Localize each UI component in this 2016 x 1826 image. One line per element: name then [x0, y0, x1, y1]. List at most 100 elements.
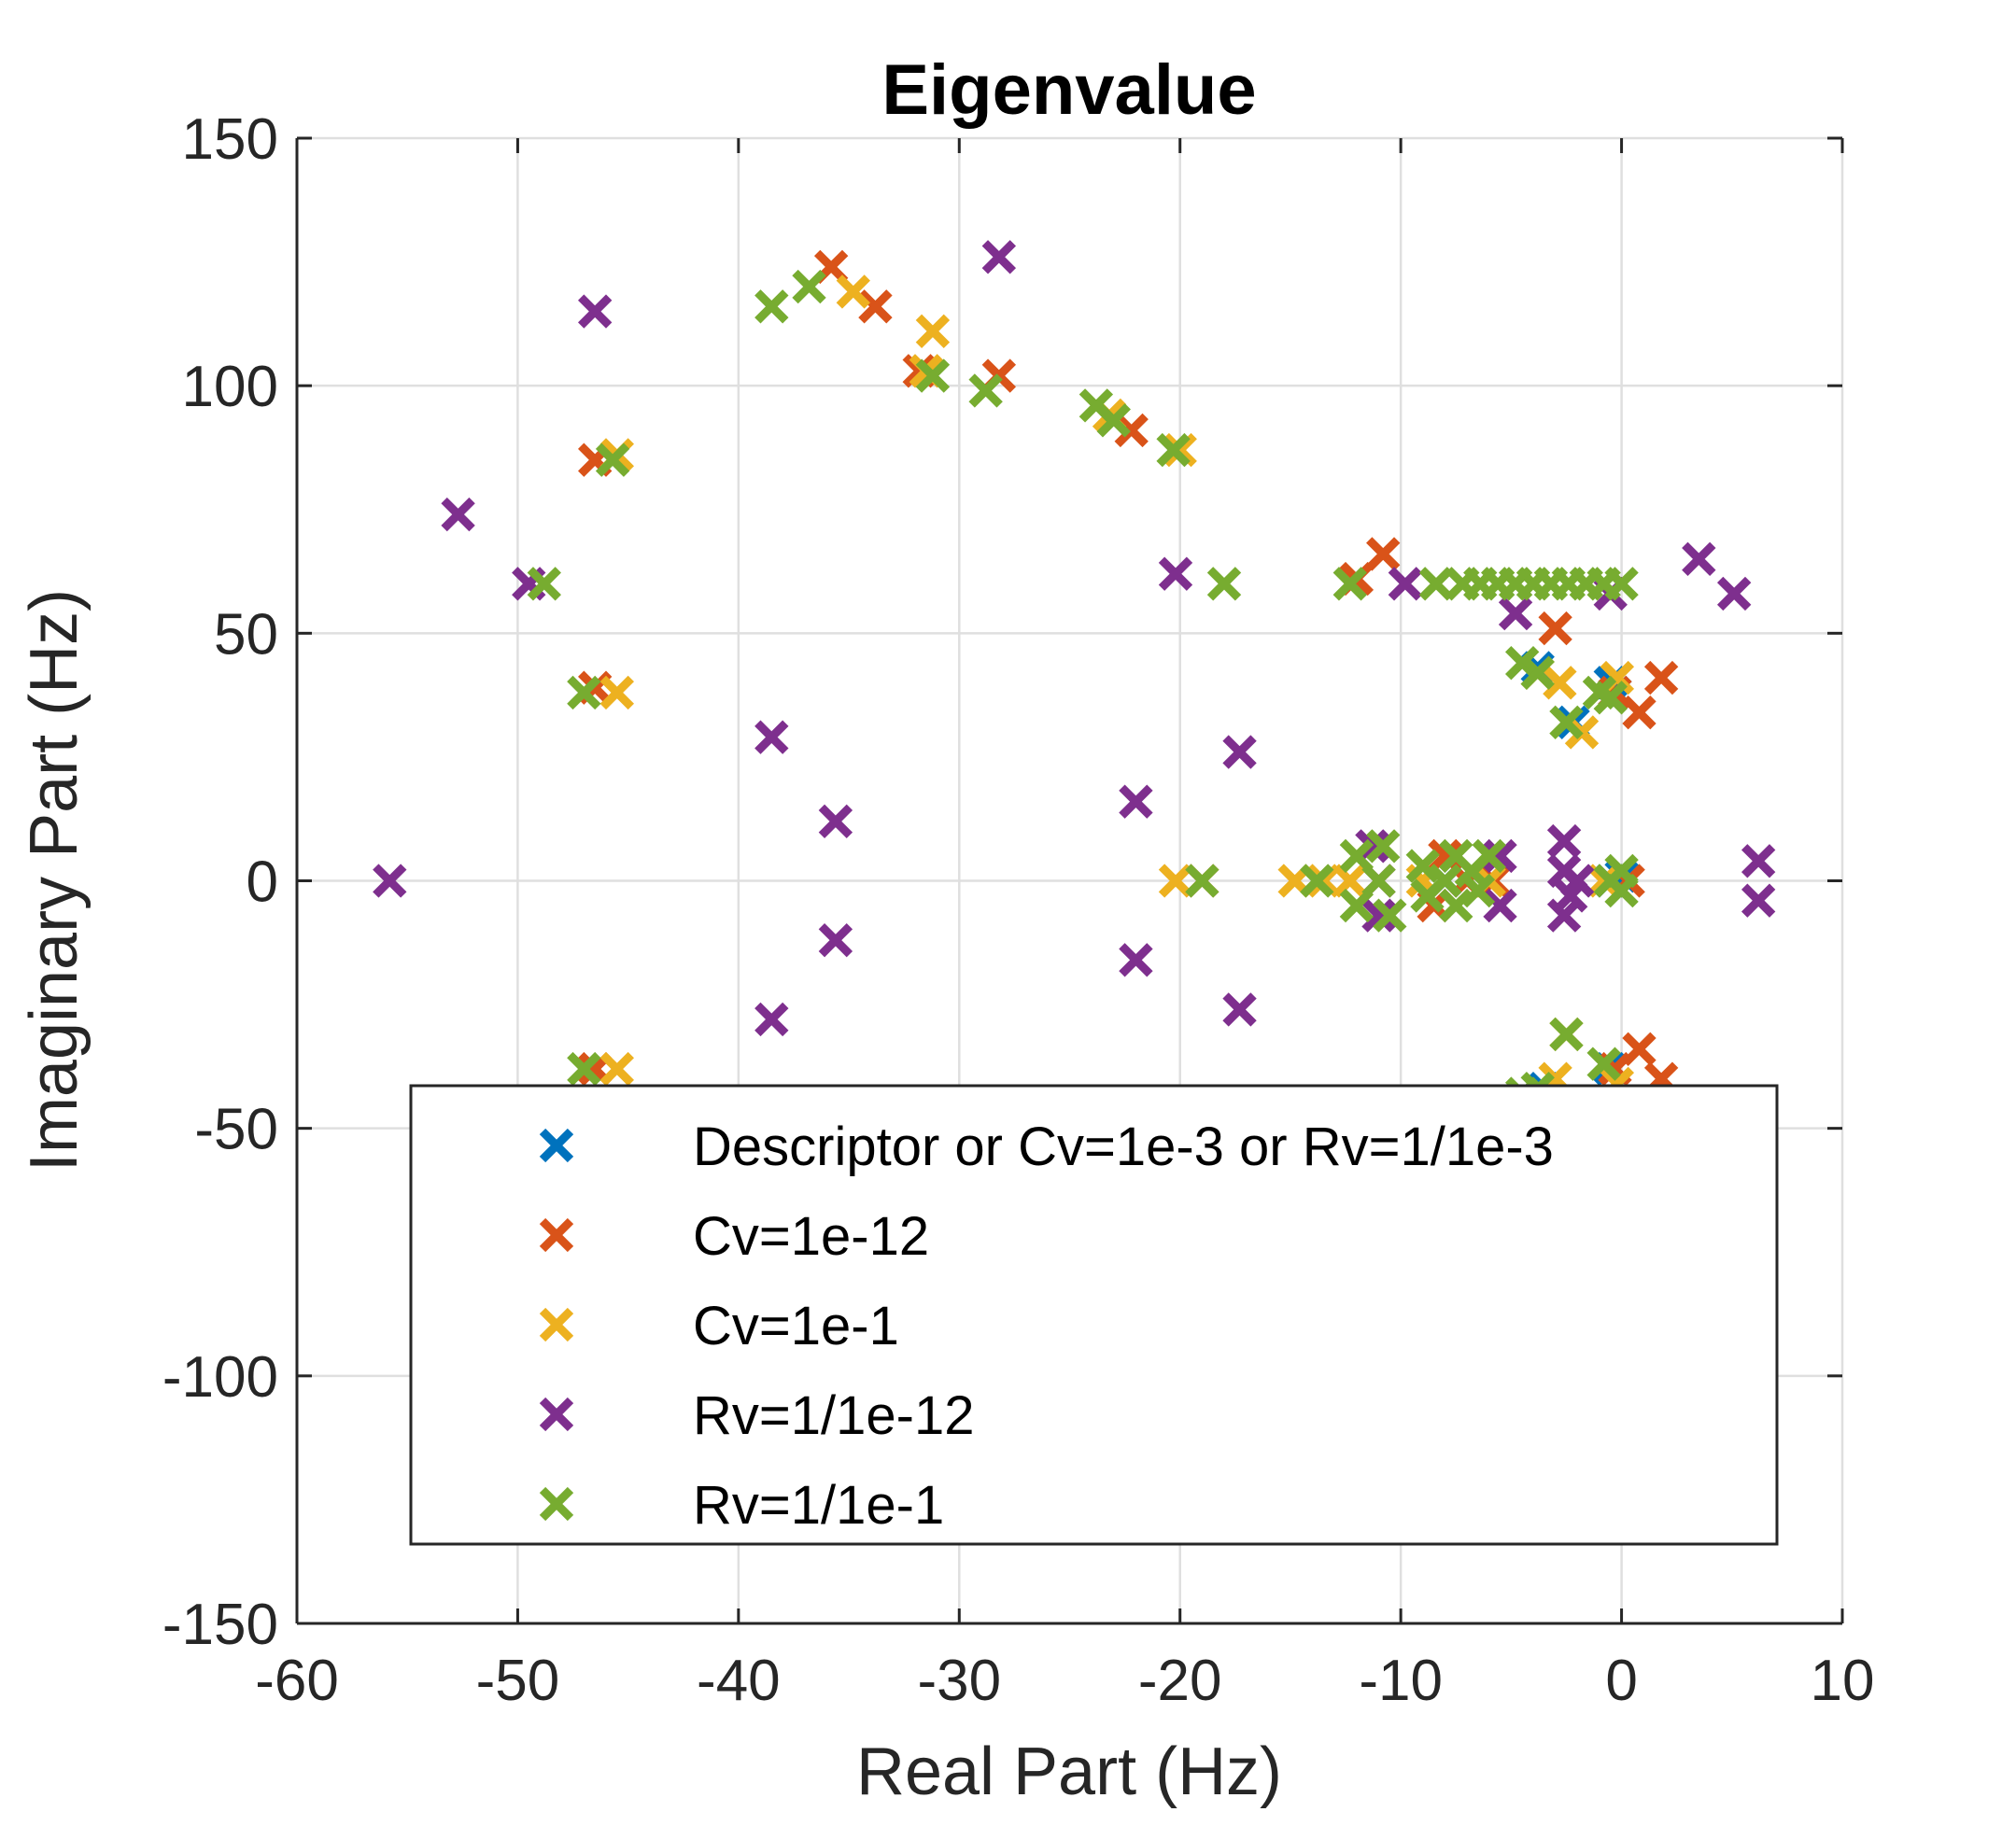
- legend-marker: [539, 1307, 574, 1342]
- data-point: [1185, 864, 1219, 898]
- data-point: [1682, 541, 1716, 576]
- data-point: [1472, 838, 1506, 874]
- data-point: [915, 314, 951, 349]
- data-point: [1428, 864, 1462, 898]
- data-point: [1418, 567, 1454, 601]
- data-point: [981, 240, 1017, 274]
- data-point: [836, 274, 870, 309]
- data-point: [1300, 864, 1334, 898]
- legend: Descriptor or Cv=1e-3 or Rv=1/1e-3 Cv=1e-…: [409, 1084, 1779, 1546]
- legend-marker: [539, 1486, 574, 1522]
- data-point: [1460, 873, 1496, 908]
- data-point: [1373, 898, 1407, 933]
- data-point: [1119, 943, 1153, 977]
- data-point: [1222, 992, 1257, 1027]
- data-point: [1405, 849, 1440, 883]
- y-tick-label: 0: [247, 850, 278, 915]
- y-tick-label: 100: [182, 355, 278, 419]
- data-point: [1586, 1046, 1621, 1081]
- data-point: [1549, 705, 1584, 739]
- x-tick-label: -30: [917, 1649, 1001, 1713]
- data-point: [792, 269, 826, 304]
- y-tick-label: -100: [162, 1345, 278, 1410]
- data-point: [1158, 864, 1193, 898]
- data-point: [1546, 823, 1582, 859]
- data-point: [1339, 888, 1375, 923]
- data-point: [818, 804, 853, 839]
- data-point: [1158, 556, 1193, 591]
- data-point: [1332, 567, 1367, 601]
- data-point: [1366, 829, 1401, 864]
- data-point: [1428, 838, 1462, 874]
- y-tick-label: 150: [182, 107, 278, 172]
- data-point: [1096, 403, 1131, 438]
- y-tick-label: -150: [162, 1593, 278, 1657]
- legend-marker: [539, 1128, 574, 1163]
- data-point: [527, 567, 561, 601]
- data-point: [1543, 666, 1577, 700]
- data-point: [1306, 864, 1341, 898]
- data-point: [1361, 898, 1396, 933]
- data-point: [441, 497, 475, 532]
- legend-label: Descriptor or Cv=1e-3 or Rv=1/1e-3: [693, 1117, 1554, 1177]
- x-tick-label: -10: [1359, 1649, 1443, 1713]
- data-point: [1222, 735, 1257, 769]
- x-tick-label: 10: [1811, 1649, 1875, 1713]
- data-point: [1593, 681, 1628, 715]
- data-point: [1560, 864, 1595, 898]
- chart-title: Eigenvalue: [881, 50, 1256, 130]
- data-point: [968, 373, 1003, 408]
- data-point: [1332, 864, 1367, 898]
- data-point: [1716, 576, 1752, 611]
- data-point: [1549, 1017, 1584, 1052]
- data-point: [858, 289, 893, 324]
- data-point: [1538, 611, 1572, 646]
- data-point: [373, 864, 407, 898]
- x-tick-label: 0: [1605, 1649, 1637, 1713]
- data-points: [373, 240, 1776, 1111]
- data-point: [577, 294, 613, 329]
- legend-label: Rv=1/1e-1: [693, 1475, 944, 1536]
- data-point: [1604, 567, 1639, 601]
- data-point: [1163, 432, 1197, 468]
- data-point: [567, 675, 601, 710]
- data-point: [1643, 660, 1679, 695]
- data-point: [1439, 888, 1473, 923]
- x-tick-label: -60: [255, 1649, 339, 1713]
- x-tick-label: -20: [1138, 1649, 1222, 1713]
- legend-marker: [539, 1397, 574, 1432]
- data-point: [1741, 844, 1776, 878]
- x-tick-label: -50: [476, 1649, 560, 1713]
- data-point: [1498, 596, 1533, 631]
- data-point: [599, 675, 635, 710]
- data-point: [1119, 784, 1153, 819]
- legend-label: Rv=1/1e-12: [693, 1385, 974, 1446]
- data-point: [1361, 864, 1396, 898]
- series-4: [527, 269, 1639, 1111]
- data-point: [599, 1051, 635, 1087]
- legend-label: Cv=1e-12: [693, 1206, 929, 1267]
- data-point: [754, 289, 789, 324]
- data-point: [1366, 537, 1401, 571]
- data-point: [915, 358, 951, 393]
- x-axis-label: Real Part (Hz): [856, 1735, 1282, 1809]
- data-point: [1206, 567, 1242, 601]
- data-point: [1520, 655, 1555, 690]
- data-point: [1741, 883, 1776, 918]
- data-point: [1483, 888, 1517, 923]
- data-point: [1388, 567, 1423, 601]
- legend-marker: [539, 1217, 574, 1253]
- data-point: [567, 1051, 601, 1087]
- legend-box: [409, 1084, 1779, 1546]
- data-point: [754, 1002, 789, 1037]
- data-point: [1604, 873, 1639, 908]
- y-axis-label: Imaginary Part (Hz): [17, 589, 92, 1172]
- data-point: [754, 720, 789, 754]
- data-point: [1339, 838, 1375, 874]
- data-point: [595, 442, 630, 477]
- data-point: [1586, 864, 1621, 898]
- data-point: [818, 922, 853, 958]
- data-point: [1156, 432, 1191, 468]
- legend-label: Cv=1e-1: [693, 1296, 899, 1356]
